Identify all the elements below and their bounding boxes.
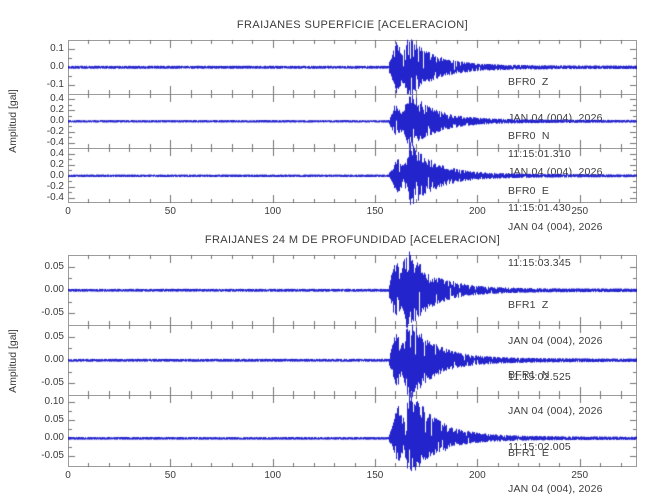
panel1-title: FRAIJANES SUPERFICIE [ACELERACION] [236, 19, 469, 31]
x-tick-label: 150 [366, 206, 384, 217]
y-tick-label: 0.00 [44, 354, 64, 365]
y-tick-label: 0.0 [50, 115, 64, 126]
x-tick-label: 0 [65, 206, 71, 217]
trace-date-line: JAN 04 (004), 2026 [508, 483, 603, 496]
y-tick-label: 0.05 [44, 330, 64, 342]
y-tick-label: 0.0 [50, 169, 64, 181]
panel2-title: FRAIJANES 24 M DE PROFUNDIDAD [ACELERACI… [204, 234, 501, 246]
y-tick-label: -0.2 [46, 125, 64, 137]
panel1-ylabel: Amplitud [gal] [7, 89, 19, 153]
y-tick-label: -0.2 [46, 180, 64, 192]
y-tick-label: 0.2 [50, 104, 64, 116]
y-tick-label: -0.05 [41, 377, 64, 389]
y-tick-label: 0.4 [50, 93, 64, 105]
x-tick-label: 50 [164, 470, 176, 481]
x-tick-label: 0 [65, 470, 71, 481]
y-tick-label: 0.10 [44, 396, 64, 408]
y-tick-label: 0.0 [50, 61, 64, 72]
x-tick-label: 250 [571, 206, 589, 217]
y-tick-label: 0.00 [44, 432, 64, 444]
y-tick-label: 0.05 [44, 414, 64, 426]
x-tick-label: 100 [264, 206, 282, 217]
waveform-canvas-bfr1-e [68, 385, 637, 477]
panel2-ylabel: Amplitud [gal] [7, 329, 19, 393]
y-tick-label: 0.00 [44, 284, 64, 295]
x-tick-label: 100 [264, 470, 282, 481]
waveform-canvas-bfr0-e [68, 138, 637, 213]
x-tick-label: 50 [164, 206, 176, 217]
y-tick-label: -0.4 [46, 136, 64, 148]
y-tick-label: -0.05 [41, 307, 64, 319]
x-tick-label: 250 [571, 470, 589, 481]
y-tick-label: -0.05 [41, 450, 64, 462]
y-tick-label: 0.1 [50, 43, 64, 54]
x-tick-label: 200 [469, 206, 486, 217]
y-tick-label: 0.05 [44, 260, 64, 272]
x-tick-label: 150 [366, 470, 384, 481]
y-tick-label: 0.4 [50, 147, 64, 159]
x-tick-label: 200 [469, 470, 486, 481]
y-tick-label: 0.2 [50, 158, 64, 170]
y-tick-label: -0.4 [46, 191, 64, 203]
trace-date-line: JAN 04 (004), 2026 [508, 220, 603, 233]
y-tick-label: -0.1 [46, 79, 64, 90]
